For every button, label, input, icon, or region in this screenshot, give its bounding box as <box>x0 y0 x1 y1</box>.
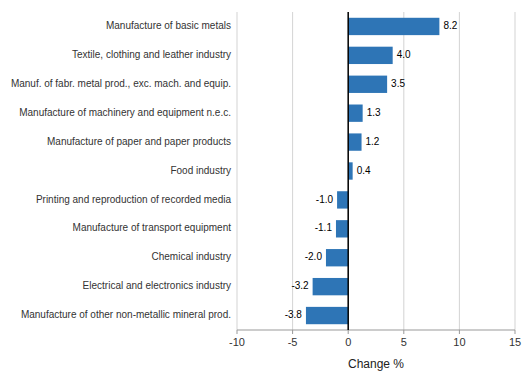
zero-line <box>347 12 349 330</box>
category-label: Printing and reproduction of recorded me… <box>36 194 232 205</box>
bar <box>348 76 387 93</box>
x-axis-label: Change % <box>348 357 404 371</box>
bar <box>348 18 439 35</box>
tick-mark <box>515 330 516 334</box>
x-axis-line <box>237 330 515 331</box>
tick-mark <box>459 330 460 334</box>
bar <box>337 191 348 208</box>
x-tick-label: 5 <box>401 336 407 348</box>
category-label: Manuf. of fabr. metal prod., exc. mach. … <box>11 78 231 89</box>
category-label: Manufacture of machinery and equipment n… <box>19 107 231 118</box>
data-label: -2.0 <box>305 251 323 262</box>
category-label: Manufacture of other non-metallic minera… <box>21 309 231 320</box>
bar <box>336 220 348 237</box>
tick-mark <box>237 330 238 334</box>
data-label: 1.3 <box>367 107 381 118</box>
chart: Manufacture of other non-metallic minera… <box>0 0 529 378</box>
grid <box>237 12 515 330</box>
category-label: Manufacture of basic metals <box>106 20 231 31</box>
background <box>0 0 529 378</box>
bar <box>348 47 392 64</box>
grid-line <box>515 12 516 330</box>
data-label: 3.5 <box>391 78 405 89</box>
tick-mark <box>403 330 404 334</box>
x-tick-label: -10 <box>229 336 245 348</box>
bar <box>348 133 361 150</box>
data-label: -3.8 <box>285 309 303 320</box>
data-label: -1.1 <box>315 222 333 233</box>
grid-line <box>348 12 349 330</box>
y-tick-labels: Manufacture of other non-metallic minera… <box>11 20 232 320</box>
grid-line <box>459 12 460 330</box>
x-tick-label: 15 <box>509 336 521 348</box>
tick-mark <box>348 330 349 334</box>
category-label: Electrical and electronics industry <box>83 280 231 291</box>
category-label: Manufacture of transport equipment <box>73 222 232 233</box>
bar <box>313 278 349 295</box>
category-label: Manufacture of paper and paper products <box>47 136 231 147</box>
data-label: 4.0 <box>397 49 411 60</box>
tick-mark <box>292 330 293 334</box>
x-tick-label: -5 <box>288 336 298 348</box>
x-tick-label: 0 <box>345 336 351 348</box>
bar <box>326 249 348 266</box>
data-label: -3.2 <box>291 280 309 291</box>
data-label: -1.0 <box>316 194 334 205</box>
bar <box>348 105 362 122</box>
category-label: Food industry <box>170 165 231 176</box>
data-label: 8.2 <box>443 20 457 31</box>
x-axis: -10 -5 0 5 10 15 <box>229 330 521 348</box>
data-label: 1.2 <box>366 136 380 147</box>
category-label: Textile, clothing and leather industry <box>72 49 231 60</box>
category-label: Chemical industry <box>152 251 231 262</box>
bar <box>306 307 348 324</box>
data-label: 0.4 <box>357 165 371 176</box>
bars <box>306 18 439 324</box>
data-labels: -3.8 -3.2 -2.0 -1.1 -1.0 0.4 1.2 1.3 3.5 4.0 8.2 <box>285 20 458 320</box>
x-tick-label: 10 <box>453 336 465 348</box>
grid-line <box>237 12 238 330</box>
